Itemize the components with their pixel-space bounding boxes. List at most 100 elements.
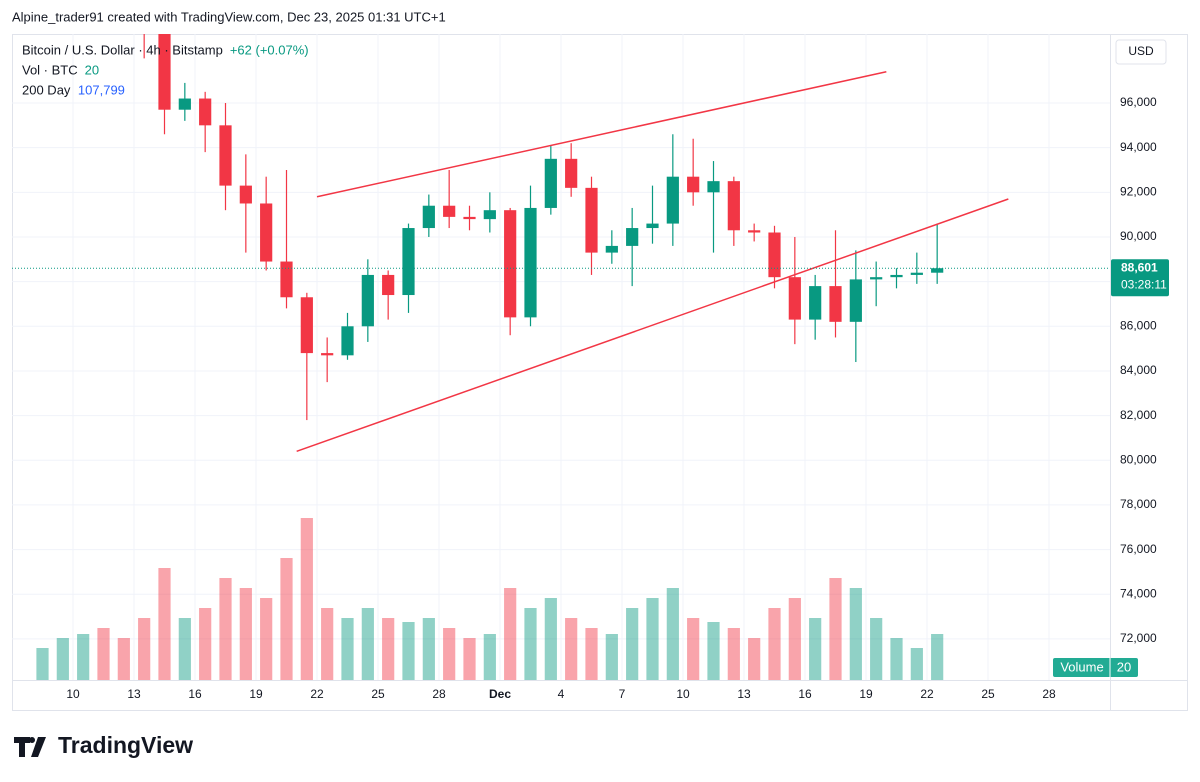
x-tick-label: 16 — [188, 687, 202, 701]
x-tick-label: 25 — [371, 687, 385, 701]
candle-body — [158, 34, 171, 110]
volume-bar — [341, 618, 354, 680]
candle-body — [931, 268, 944, 273]
legend: Bitcoin / U.S. Dollar · 4h · Bitstamp +6… — [22, 42, 309, 97]
volume-bar — [36, 648, 49, 680]
candle-body — [544, 158, 557, 208]
x-tick-label: 22 — [920, 687, 934, 701]
legend-ma: 200 Day — [22, 82, 71, 97]
candle-body — [910, 272, 923, 275]
axes: 72,000 74,000 76,000 78,000 80,000 82,000 84,0… — [66, 95, 1169, 701]
y-tick-label: 72,000 — [1120, 631, 1157, 645]
brand: TradingView — [58, 732, 193, 758]
legend-title: Bitcoin / U.S. Dollar · 4h · Bitstamp — [22, 42, 223, 57]
volume-bar — [748, 638, 761, 680]
candle-body — [260, 203, 273, 262]
candle-body — [727, 181, 740, 231]
candle-body — [504, 210, 517, 318]
y-tick-label: 92,000 — [1120, 184, 1157, 198]
volume-bar — [483, 634, 496, 680]
legend-ma-value: 107,799 — [78, 82, 125, 97]
candle-body — [463, 216, 476, 220]
volume-bar — [727, 628, 740, 680]
volume-bar — [870, 618, 883, 680]
candle-body — [524, 207, 537, 318]
volume-bar — [422, 618, 435, 680]
volume-bar — [56, 638, 69, 680]
candle-body — [646, 223, 659, 229]
candle-body — [219, 125, 232, 186]
volume-bar — [890, 638, 903, 680]
volume-bar — [117, 638, 130, 680]
currency-box[interactable] — [1115, 39, 1167, 65]
y-tick-label: 82,000 — [1120, 408, 1157, 422]
trend-line — [296, 198, 1009, 453]
candle-body — [666, 176, 679, 224]
volume-bar — [97, 628, 110, 680]
volume-bar — [463, 638, 476, 680]
x-tick-label: 16 — [798, 687, 812, 701]
logo-icon — [14, 737, 46, 757]
last-price-box — [1111, 259, 1169, 297]
volume-bar — [910, 648, 923, 680]
candle-body — [361, 274, 374, 327]
y-tick-label: 84,000 — [1120, 363, 1157, 377]
volume-bar — [687, 618, 700, 680]
volume-bar — [219, 578, 232, 680]
x-tick-label: 10 — [676, 687, 690, 701]
candle-body — [382, 274, 395, 296]
candle-body — [748, 230, 761, 233]
x-tick-label: 7 — [619, 687, 626, 701]
volume-bar — [260, 598, 273, 680]
candles — [143, 34, 944, 421]
volume-bar — [382, 618, 395, 680]
volume-bar — [788, 598, 801, 680]
candle-body — [870, 277, 883, 280]
volume-bar — [280, 558, 293, 680]
candle-body — [687, 176, 700, 193]
x-tick-label: 19 — [249, 687, 263, 701]
x-tick-label: 10 — [66, 687, 80, 701]
y-tick-label: 80,000 — [1120, 452, 1157, 466]
volume-bar — [504, 588, 517, 680]
logo: TradingView — [14, 732, 193, 758]
volume-bar — [849, 588, 862, 680]
x-tick-label: 25 — [981, 687, 995, 701]
candle-body — [300, 297, 313, 354]
volume-bars — [36, 518, 944, 680]
volume-bar — [666, 588, 679, 680]
volume-bar — [626, 608, 639, 680]
currency: USD — [1128, 44, 1154, 58]
volume-bar — [646, 598, 659, 680]
y-tick-label: 96,000 — [1120, 95, 1157, 109]
candle-body — [239, 185, 252, 204]
candle-body — [707, 181, 720, 193]
y-tick-label: 90,000 — [1120, 229, 1157, 243]
volume-bar — [321, 608, 334, 680]
x-tick-label: 22 — [310, 687, 324, 701]
x-tick-label: 4 — [558, 687, 565, 701]
volume-bar — [544, 598, 557, 680]
x-tick-label: 28 — [1042, 687, 1056, 701]
candle-body — [768, 232, 781, 278]
volume-bar — [809, 618, 822, 680]
volume-bar — [300, 518, 313, 680]
legend-volume-period: 20 — [85, 62, 99, 77]
volume-bar — [239, 588, 252, 680]
trend-line — [316, 71, 887, 198]
candle-body — [422, 205, 435, 229]
y-tick-label: 78,000 — [1120, 497, 1157, 511]
legend-change: +62 (+0.07%) — [230, 42, 309, 57]
volume-bar — [605, 634, 618, 680]
candle-body — [280, 261, 293, 298]
candle-body — [890, 274, 903, 278]
candle-body — [626, 228, 639, 246]
y-tick-label: 74,000 — [1120, 586, 1157, 600]
volume-badge-label: Volume — [1060, 659, 1103, 674]
candle-body — [483, 210, 496, 220]
volume-bar — [585, 628, 598, 680]
chart-frame — [12, 34, 1188, 711]
volume-bar — [178, 618, 191, 680]
